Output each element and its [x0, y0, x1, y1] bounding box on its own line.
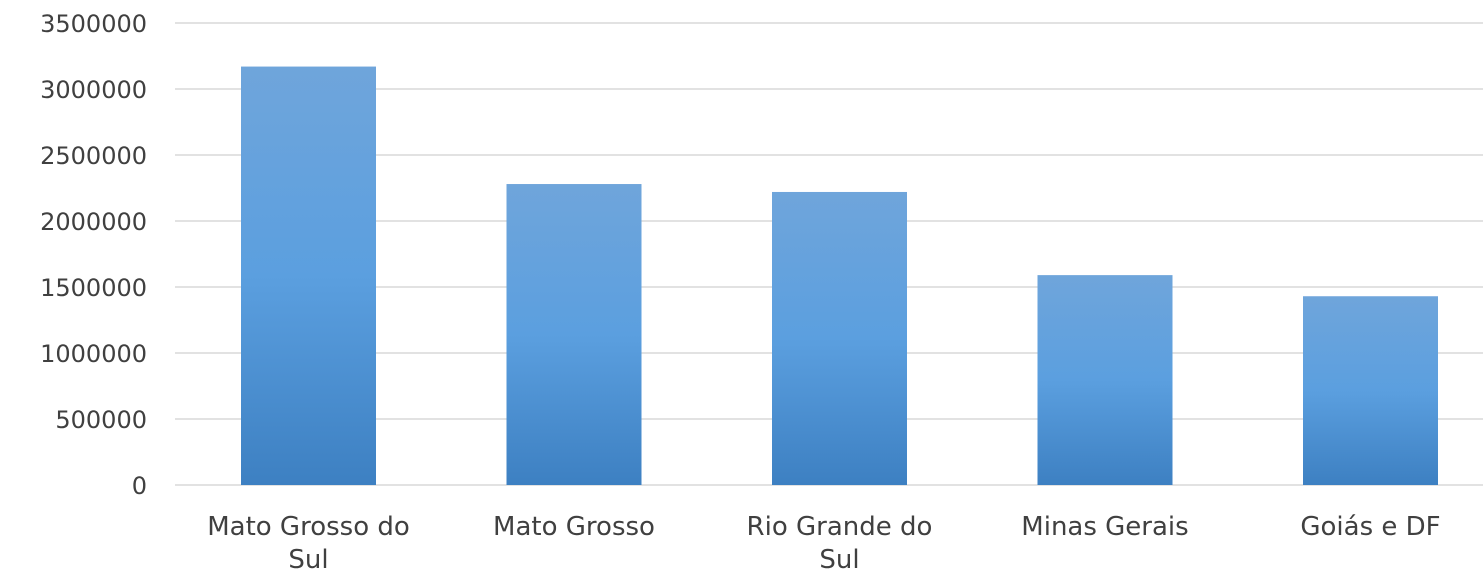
bar — [772, 191, 907, 485]
bars — [241, 66, 1438, 486]
y-tick-label: 1000000 — [40, 340, 147, 368]
x-category-label: Rio Grande do Sul — [747, 512, 933, 575]
y-tick-label: 500000 — [55, 406, 147, 434]
x-category-label: Minas Gerais — [1021, 512, 1188, 542]
bar — [1303, 296, 1438, 485]
y-tick-label: 3000000 — [40, 76, 147, 104]
y-tick-label: 3500000 — [40, 10, 147, 38]
bar — [1037, 275, 1173, 485]
x-category-label: Mato Grosso do Sul — [207, 512, 410, 575]
y-tick-label: 2000000 — [40, 208, 147, 236]
x-category-label: Goiás e DF — [1300, 512, 1440, 542]
y-axis-tick-labels: 0 500000 1000000 1500000 2000000 2500000 30000… — [40, 10, 147, 500]
x-category-label: Mato Grosso — [493, 512, 655, 542]
bar — [506, 184, 642, 486]
y-tick-label: 1500000 — [40, 274, 147, 302]
x-axis-category-labels: Mato Grosso do Sul Mato Grosso Rio Grande d… — [207, 512, 1440, 575]
y-tick-label: 2500000 — [40, 142, 147, 170]
y-tick-label: 0 — [132, 472, 147, 500]
bar — [241, 66, 376, 485]
